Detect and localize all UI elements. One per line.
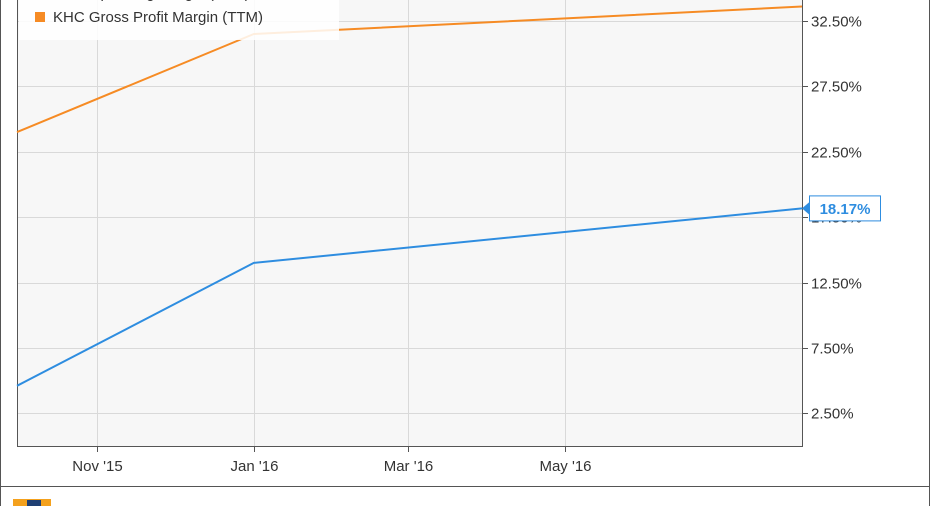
ycharts-logo bbox=[13, 499, 51, 506]
y-axis-ticks: 2.50%7.50%12.50%17.50%22.50%27.50%32.50% bbox=[802, 14, 862, 423]
y-tick-label: 12.50% bbox=[811, 276, 862, 293]
x-tick-label: Mar '16 bbox=[384, 458, 434, 475]
y-tick-label: 32.50% bbox=[811, 14, 862, 31]
x-axis-ticks: Nov '15 Jan '16 Mar '16 May '16 bbox=[72, 446, 592, 475]
value-label-text: 18.17% bbox=[820, 201, 871, 218]
value-label-box bbox=[809, 195, 881, 222]
legend-box bbox=[19, 0, 339, 40]
x-tick-label: May '16 bbox=[539, 458, 591, 475]
legend-entry: KHC Gross Profit Margin (TTM) bbox=[53, 9, 263, 26]
legend-swatch bbox=[35, 12, 45, 22]
current-value-label: 18.17% bbox=[802, 195, 881, 222]
y-tick-label: 22.50% bbox=[811, 145, 862, 162]
legend: KHC Operating Margin (TTM) KHC Gross Prof… bbox=[19, 0, 339, 40]
plot-background bbox=[17, 0, 802, 446]
value-label-pointer bbox=[802, 202, 809, 215]
series-line-0 bbox=[16, 207, 803, 387]
y-tick-label: 27.50% bbox=[811, 79, 862, 96]
x-tick-label: Jan '16 bbox=[231, 458, 279, 475]
y-tick-label: 2.50% bbox=[811, 406, 854, 423]
y-tick-label: 7.50% bbox=[811, 341, 854, 358]
legend-entry: KHC Operating Margin (TTM) bbox=[53, 0, 250, 2]
x-tick-label: Nov '15 bbox=[72, 458, 122, 475]
